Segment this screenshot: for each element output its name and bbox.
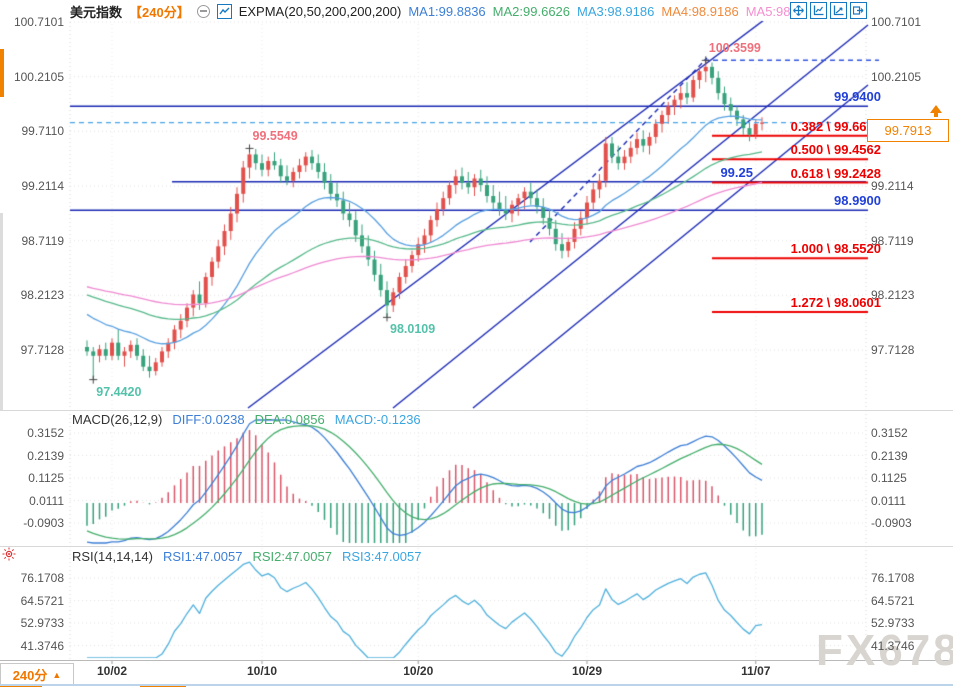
x-axis-label: 10/20 <box>403 664 434 678</box>
watermark: FX678 <box>816 626 953 675</box>
y-axis-label: 98.2123 <box>871 288 915 303</box>
swing-price-label: 100.3599 <box>708 41 761 56</box>
chart-header: 美元指数 【240分】 EXPMA(20,50,200,200,200) MA1… <box>70 2 794 20</box>
x-axis-line <box>0 660 953 661</box>
rsi-title: RSI(14,14,14) <box>72 549 153 564</box>
axis-chart-arrow-icon[interactable] <box>830 2 847 19</box>
bottom-border <box>0 684 953 686</box>
fib-level-label: 0.500 \ 99.4562 <box>790 142 881 158</box>
y-axis-label: 0.1125 <box>871 471 907 485</box>
y-axis-label: 64.5721 <box>871 593 915 608</box>
y-axis-label: 98.7119 <box>21 233 65 248</box>
y-axis-label: 100.2105 <box>871 69 922 84</box>
y-axis-label: 0.3152 <box>871 426 908 440</box>
macd-header: MACD(26,12,9) DIFF:0.0238 DEA:0.0856 MAC… <box>72 412 421 427</box>
rsi3-value: RSI3:47.0057 <box>341 549 422 564</box>
y-axis-label: 0.0111 <box>29 493 64 508</box>
fib-level-label: 0.618 \ 99.2428 <box>790 165 881 181</box>
symbol-name: 美元指数 <box>70 4 123 20</box>
ma4-value: MA4:98.9186 <box>661 3 739 19</box>
y-axis-label: 64.5721 <box>20 593 64 608</box>
y-axis-label: 98.7119 <box>871 233 914 248</box>
macd-diff-value: DIFF:0.0238 <box>172 412 245 427</box>
y-axis-label: 100.2105 <box>13 69 64 84</box>
macd-dea-value: DEA:0.0856 <box>254 412 325 427</box>
y-axis-label: 97.7128 <box>871 343 915 358</box>
swing-price-label: 99.5549 <box>252 129 298 144</box>
price-up-arrow-icon <box>930 105 942 117</box>
y-axis-label: 41.3746 <box>871 638 915 653</box>
rsi1-value: RSI1:47.0057 <box>162 549 243 564</box>
y-axis-label: 52.9733 <box>871 616 915 630</box>
y-axis-label: 0.2139 <box>871 448 908 463</box>
ma1-value: MA1:99.8836 <box>408 3 486 19</box>
x-axis-label: 11/07 <box>741 664 771 678</box>
y-axis-label: 100.7101 <box>871 15 922 29</box>
fib-level-label: 1.272 \ 98.0601 <box>790 294 881 310</box>
left-edge-gray-strip <box>0 213 3 410</box>
swing-price-label: 97.4420 <box>96 384 142 399</box>
y-axis-label: 98.2123 <box>20 288 64 303</box>
line-chart-icon[interactable] <box>216 3 232 19</box>
indicator-label: EXPMA(20,50,200,200,200) <box>238 3 402 19</box>
period-tab-label: 240分 <box>12 668 48 683</box>
period-tab-button[interactable]: 240分 ▲ <box>0 663 74 686</box>
macd-macd-value: MACD:-0.1236 <box>334 412 421 427</box>
rsi-header: RSI(14,14,14) RSI1:47.0057 RSI2:47.0057 … <box>72 549 421 564</box>
panel-divider <box>0 410 953 411</box>
y-axis-label: 0.3152 <box>27 426 64 440</box>
x-axis-label: 10/02 <box>96 664 128 678</box>
y-axis-label: 76.1708 <box>20 571 64 585</box>
y-axis-label: 100.7101 <box>13 15 64 29</box>
collapse-indicator-icon[interactable] <box>196 4 210 18</box>
support-resistance-label: 98.9900 <box>834 193 881 209</box>
y-axis-label: 0.0111 <box>871 493 906 508</box>
y-axis-label: -0.0903 <box>871 516 912 530</box>
macd-title: MACD(26,12,9) <box>72 412 163 427</box>
fib-level-label: 0.382 \ 99.6696 <box>790 118 881 134</box>
y-axis-label: -0.0903 <box>23 516 64 530</box>
ma3-value: MA3:98.9186 <box>577 3 655 19</box>
y-axis-label: 99.2114 <box>871 179 914 193</box>
x-axis-label: 10/10 <box>246 664 278 678</box>
y-axis-label: 52.9733 <box>20 616 64 630</box>
ma2-value: MA2:99.6626 <box>492 3 571 19</box>
y-axis-label: 0.1125 <box>28 471 64 485</box>
move-icon[interactable] <box>790 2 807 19</box>
export-icon[interactable] <box>850 2 867 19</box>
y-axis-label: 0.2139 <box>27 448 64 463</box>
y-axis-label: 76.1708 <box>871 571 915 585</box>
y-axis-label: 41.3746 <box>20 638 64 653</box>
y-axis-label: 99.7110 <box>21 124 65 139</box>
ma5-value: MA5:98. <box>745 3 795 19</box>
chart-toolbar <box>790 2 867 19</box>
left-edge-orange-strip <box>0 49 4 97</box>
y-axis-label: 99.2114 <box>21 179 65 193</box>
period-tag: 【240分】 <box>129 4 190 20</box>
axis-chart-icon[interactable] <box>810 2 827 19</box>
rsi2-value: RSI2:47.0057 <box>252 549 332 564</box>
current-price-box: 99.7913 <box>867 119 949 142</box>
chevron-up-icon: ▲ <box>52 669 62 680</box>
y-axis-label: 97.7128 <box>20 343 64 358</box>
current-price-value: 99.7913 <box>884 123 932 138</box>
support-resistance-label: 99.9400 <box>834 89 881 105</box>
indicator-settings-icon[interactable] <box>2 547 16 566</box>
swing-price-label: 98.0109 <box>390 322 436 337</box>
x-axis-label: 10/29 <box>571 664 603 678</box>
panel-divider <box>0 546 953 547</box>
fib-level-label: 1.000 \ 98.5520 <box>790 241 881 257</box>
support-resistance-label: 99.25 <box>720 164 753 180</box>
